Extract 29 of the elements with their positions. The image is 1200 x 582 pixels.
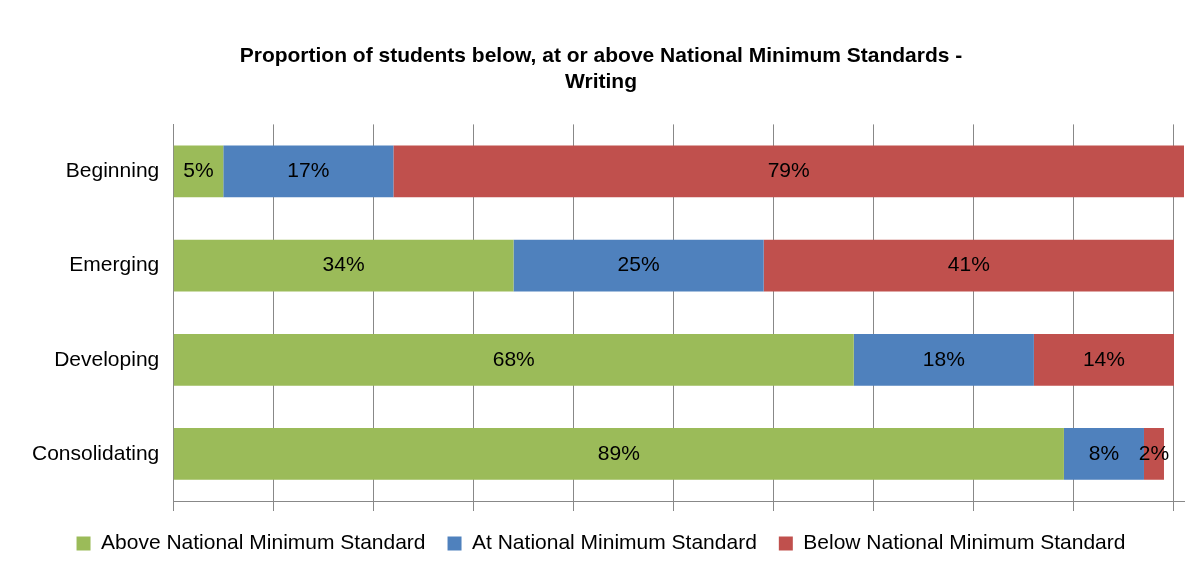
data-label: 5% <box>183 158 214 182</box>
bar <box>513 239 764 292</box>
text: Writing <box>565 68 637 92</box>
data-label: 17% <box>287 158 330 182</box>
data-label: 41% <box>947 252 990 276</box>
bar <box>173 333 854 386</box>
y-tick-label: Emerging <box>69 252 160 276</box>
data-label: 89% <box>597 440 640 464</box>
bar <box>393 145 1184 198</box>
bar <box>173 239 514 292</box>
data-label: 79% <box>767 158 810 182</box>
legend-label: At National Minimum Standard <box>472 530 757 554</box>
data-label: 34% <box>322 252 365 276</box>
data-label: 68% <box>492 346 535 370</box>
legend-label: Above National Minimum Standard <box>101 530 426 554</box>
bar <box>763 239 1174 292</box>
bar <box>173 428 1064 480</box>
bar <box>1033 333 1174 386</box>
data-label: 8% <box>1088 440 1120 464</box>
text: Proportion of students below, at or above National Minimum Standards - <box>239 43 963 67</box>
bar <box>223 145 394 198</box>
data-label: 18% <box>922 346 965 370</box>
legend-label: Below National Minimum Standard <box>803 530 1126 554</box>
bar <box>853 333 1034 386</box>
data-label: 14% <box>1082 346 1125 370</box>
y-tick-label: Developing <box>54 346 160 370</box>
y-tick-label: Beginning <box>65 158 160 182</box>
data-label: 25% <box>617 252 660 276</box>
y-tick-label: Consolidating <box>31 440 160 464</box>
